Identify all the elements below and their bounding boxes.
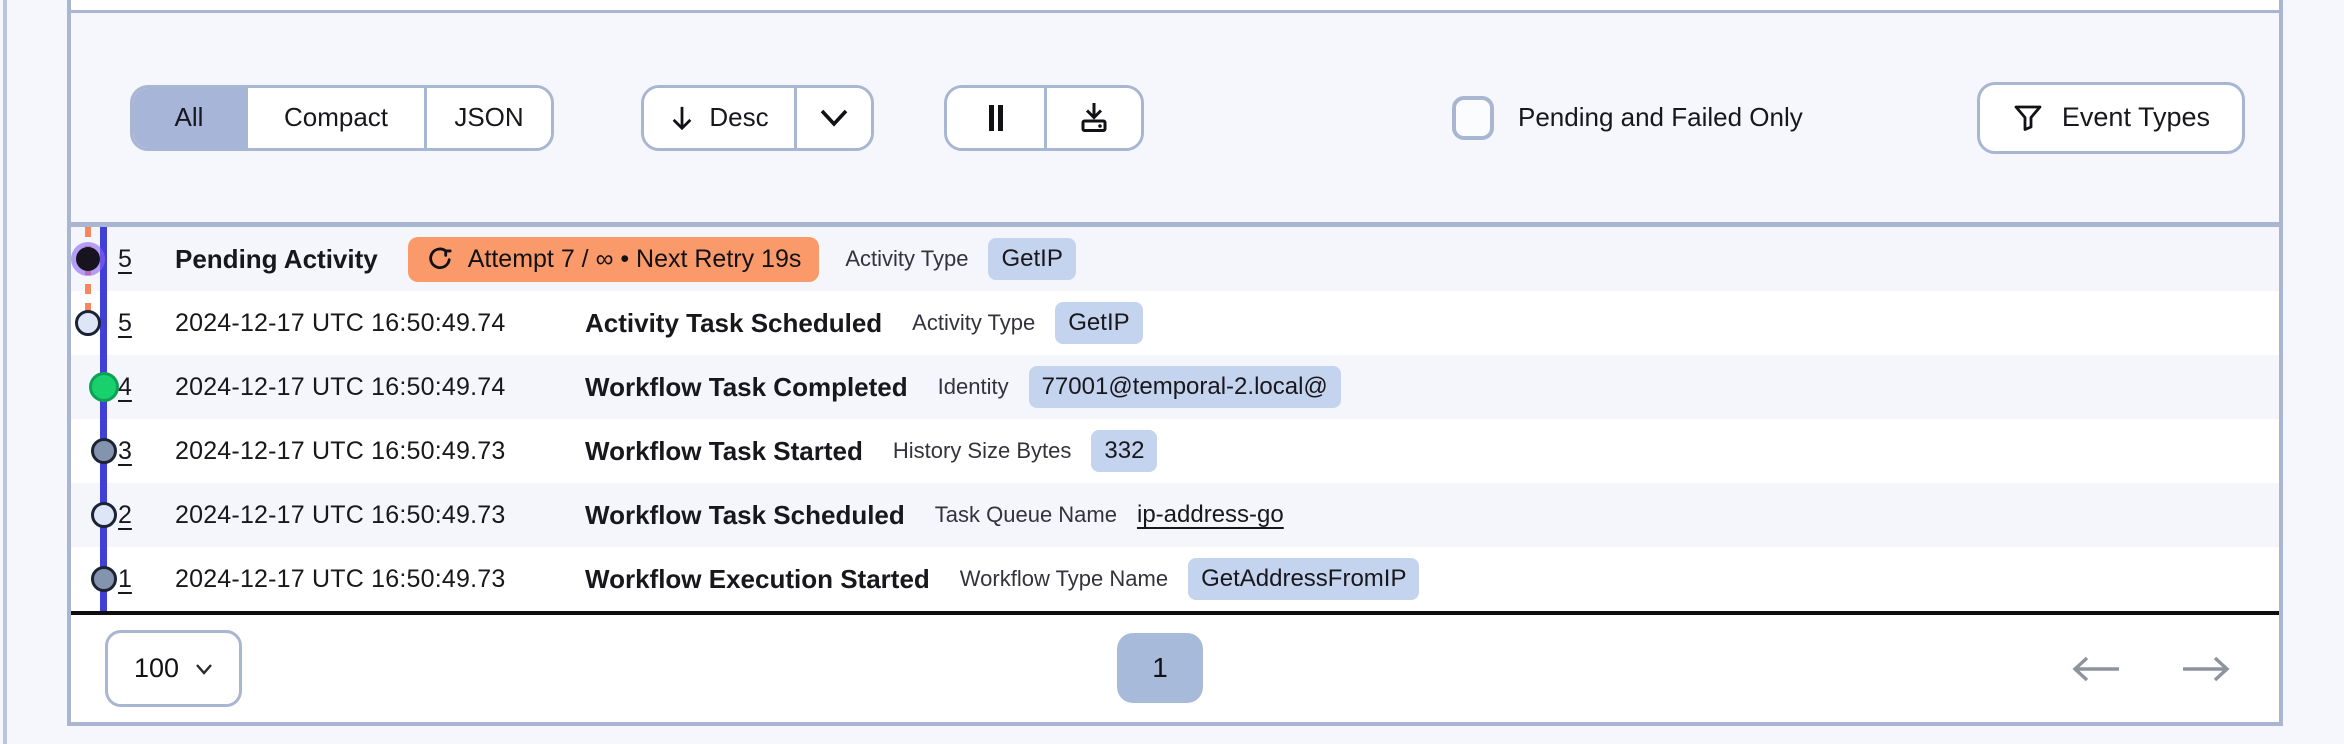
event-row[interactable]: 3 2024-12-17 UTC 16:50:49.73 Workflow Ta… — [71, 419, 2279, 483]
event-toolbar: All Compact JSON Desc — [71, 13, 2279, 222]
event-row[interactable]: 1 2024-12-17 UTC 16:50:49.73 Workflow Ex… — [71, 547, 2279, 611]
filter-funnel-icon — [2012, 102, 2044, 134]
event-row[interactable]: 2 2024-12-17 UTC 16:50:49.73 Workflow Ta… — [71, 483, 2279, 547]
attribute-label: Identity — [937, 374, 1009, 399]
timeline-line — [100, 227, 107, 611]
attribute-label: Activity Type — [912, 310, 1036, 335]
chevron-down-icon — [195, 663, 213, 675]
event-row[interactable]: 4 2024-12-17 UTC 16:50:49.74 Workflow Ta… — [71, 355, 2279, 419]
event-dot-completed[interactable] — [89, 372, 119, 402]
event-name: Pending Activity — [175, 243, 378, 274]
sort-label: Desc — [709, 102, 769, 132]
event-id-link[interactable]: 5 — [118, 244, 132, 273]
attribute-label: History Size Bytes — [892, 438, 1072, 463]
event-dot-pending[interactable] — [76, 247, 100, 271]
event-id-link[interactable]: 4 — [118, 372, 132, 401]
list-bottom-rule — [71, 611, 2279, 615]
event-types-label: Event Types — [2061, 102, 2210, 132]
event-history-card: All Compact JSON Desc — [67, 0, 2283, 726]
event-name: Workflow Task Scheduled — [585, 499, 905, 530]
retry-badge: Attempt 7 / ∞ • Next Retry 19s — [407, 236, 820, 282]
event-dot-scheduled[interactable] — [75, 310, 101, 336]
attribute-value-link[interactable]: ip-address-go — [1136, 501, 1284, 528]
pagination-arrows — [2067, 615, 2235, 722]
event-types-button[interactable]: Event Types — [1976, 81, 2245, 154]
event-id-link[interactable]: 2 — [118, 500, 132, 529]
prev-page-button[interactable] — [2067, 653, 2127, 685]
pending-dotted-line — [85, 227, 91, 323]
retry-icon — [426, 245, 454, 273]
event-list: 5 Pending Activity Attempt 7 / ∞ • Next … — [71, 227, 2279, 611]
event-id-link[interactable]: 1 — [118, 564, 132, 593]
attribute-label: Task Queue Name — [934, 502, 1117, 527]
event-name: Workflow Task Completed — [585, 371, 908, 402]
attribute-value: GetAddressFromIP — [1188, 558, 1420, 600]
attribute-value: 332 — [1091, 430, 1158, 472]
event-timestamp: 2024-12-17 UTC 16:50:49.73 — [175, 436, 506, 465]
tab-json[interactable]: JSON — [424, 87, 551, 148]
event-dot-task-scheduled[interactable] — [91, 502, 117, 528]
pause-icon — [981, 101, 1011, 135]
event-name: Workflow Task Started — [585, 435, 863, 466]
list-top-separator — [71, 222, 2279, 227]
event-id-link[interactable]: 3 — [118, 436, 132, 465]
pause-download-control — [944, 84, 1144, 151]
event-timestamp: 2024-12-17 UTC 16:50:49.73 — [175, 564, 506, 593]
pending-failed-checkbox[interactable] — [1452, 95, 1494, 140]
chevron-down-icon — [818, 108, 850, 128]
page-size-select[interactable]: 100 — [105, 630, 242, 707]
page-number-badge[interactable]: 1 — [1117, 633, 1203, 703]
pause-button[interactable] — [947, 87, 1044, 148]
pending-failed-label: Pending and Failed Only — [1518, 102, 1803, 132]
attribute-value: GetIP — [988, 238, 1076, 280]
event-name: Workflow Execution Started — [585, 563, 930, 594]
event-dot-execution-started[interactable] — [91, 566, 117, 592]
event-timestamp: 2024-12-17 UTC 16:50:49.74 — [175, 372, 506, 401]
event-name: Activity Task Scheduled — [585, 307, 883, 338]
outer-panel-edge — [3, 0, 7, 744]
tab-compact[interactable]: Compact — [245, 87, 424, 148]
attribute-value: 77001@temporal-2.local@ — [1028, 366, 1341, 408]
retry-badge-text: Attempt 7 / ∞ • Next Retry 19s — [467, 244, 802, 273]
pagination-bar: 100 1 — [71, 615, 2279, 722]
event-dot-started[interactable] — [91, 438, 117, 464]
sort-direction-dropdown[interactable] — [794, 87, 871, 148]
tab-all[interactable]: All — [133, 87, 245, 148]
attribute-label: Workflow Type Name — [959, 566, 1169, 591]
next-page-button[interactable] — [2175, 653, 2235, 685]
view-mode-toggle: All Compact JSON — [130, 84, 554, 151]
download-button[interactable] — [1044, 87, 1141, 148]
top-sliver — [71, 0, 2279, 10]
arrow-down-icon — [669, 103, 695, 133]
pending-failed-filter: Pending and Failed Only — [1452, 95, 1803, 140]
attribute-value: GetIP — [1055, 302, 1143, 344]
download-icon — [1076, 100, 1112, 136]
sort-control: Desc — [641, 84, 874, 151]
attribute-label: Activity Type — [845, 246, 969, 271]
event-timestamp: 2024-12-17 UTC 16:50:49.73 — [175, 500, 506, 529]
event-id-link[interactable]: 5 — [118, 308, 132, 337]
page-size-value: 100 — [133, 653, 180, 683]
top-separator — [71, 10, 2279, 13]
sort-desc-button[interactable]: Desc — [644, 87, 794, 148]
event-row[interactable]: 5 2024-12-17 UTC 16:50:49.74 Activity Ta… — [71, 291, 2279, 355]
event-row-pending-activity[interactable]: 5 Pending Activity Attempt 7 / ∞ • Next … — [71, 227, 2279, 291]
event-timestamp: 2024-12-17 UTC 16:50:49.74 — [175, 308, 506, 337]
